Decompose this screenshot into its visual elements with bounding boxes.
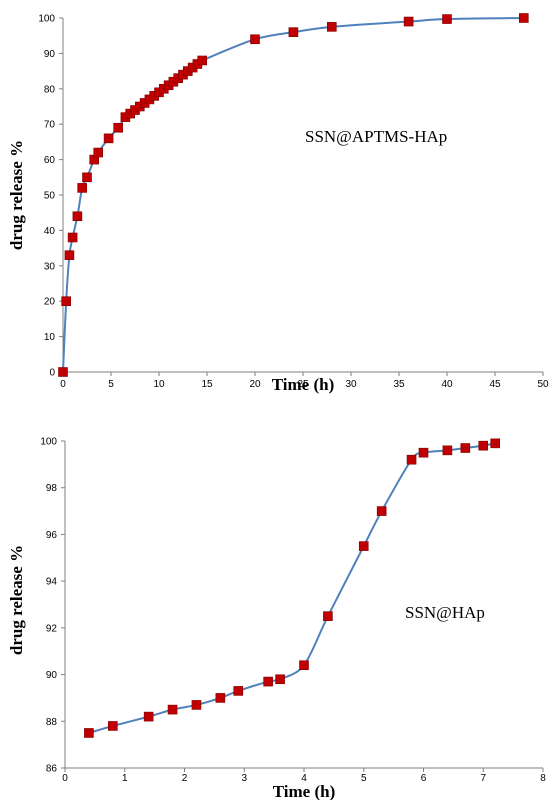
data-point-marker xyxy=(442,14,452,24)
y-tick-label: 100 xyxy=(40,437,57,448)
y-tick-label: 30 xyxy=(44,261,56,272)
x-tick-label: 3 xyxy=(241,773,247,784)
data-point-marker xyxy=(418,447,429,458)
data-point-marker xyxy=(82,172,92,183)
x-tick-label: 40 xyxy=(441,379,453,390)
data-point-marker xyxy=(58,367,68,377)
x-tick-label: 25 xyxy=(297,379,309,390)
data-point-marker xyxy=(84,728,94,738)
x-axis-title: Time (h) xyxy=(273,782,336,800)
data-point-marker xyxy=(61,296,71,307)
data-point-marker xyxy=(299,660,309,671)
data-point-marker xyxy=(518,13,529,23)
data-point-marker xyxy=(442,445,453,456)
data-point-marker xyxy=(64,250,75,260)
y-tick-label: 50 xyxy=(44,191,56,202)
chart-annotation: SSN@HAp xyxy=(405,603,485,622)
data-point-marker xyxy=(233,686,244,696)
data-point-marker xyxy=(197,55,207,66)
chart-annotation: SSN@APTMS-HAp xyxy=(305,127,447,146)
y-tick-label: 40 xyxy=(44,226,56,237)
y-tick-label: 0 xyxy=(49,368,55,379)
chart-2: 86 88 90 92 94 96 98 100 0 1 2 3 4 5 6 7 8 Time (h) drug r… xyxy=(7,437,546,800)
x-tick-label: 0 xyxy=(60,379,66,390)
data-point-marker xyxy=(67,232,78,243)
x-tick-label: 10 xyxy=(153,379,165,390)
series-line xyxy=(62,17,524,373)
y-tick-label: 90 xyxy=(46,670,58,681)
data-point-marker xyxy=(143,711,154,722)
data-point-marker xyxy=(77,183,87,193)
x-tick-label: 8 xyxy=(540,773,546,784)
x-tick-label: 5 xyxy=(108,379,114,390)
y-tick-label: 94 xyxy=(46,577,58,588)
x-tick-label: 30 xyxy=(345,379,357,390)
x-tick-label: 20 xyxy=(249,379,261,390)
data-point-marker xyxy=(215,693,226,703)
y-tick-label: 60 xyxy=(44,155,56,166)
x-tick-label: 4 xyxy=(301,773,307,784)
y-tick-label: 70 xyxy=(44,120,56,131)
data-point-marker xyxy=(376,506,387,516)
x-tick-label: 15 xyxy=(201,379,213,390)
data-point-marker xyxy=(358,541,369,551)
y-tick-label: 88 xyxy=(46,717,58,728)
x-tick-label: 7 xyxy=(480,773,486,784)
data-point-marker xyxy=(460,443,471,453)
data-point-marker xyxy=(403,16,414,27)
data-point-marker xyxy=(263,676,273,687)
data-point-marker xyxy=(406,454,417,465)
x-tick-label: 0 xyxy=(62,773,68,784)
x-tick-label: 35 xyxy=(393,379,405,390)
x-tick-label: 2 xyxy=(182,773,188,784)
x-tick-label: 5 xyxy=(361,773,367,784)
x-tick-label: 45 xyxy=(489,379,501,390)
y-tick-label: 90 xyxy=(44,49,56,60)
x-tick-label: 50 xyxy=(537,379,549,390)
data-point-marker xyxy=(72,211,83,222)
y-axis-title: drug release % xyxy=(7,140,26,250)
y-axis-title: drug release % xyxy=(7,545,26,655)
y-tick-label: 20 xyxy=(44,297,56,308)
y-tick-label: 92 xyxy=(46,623,58,634)
data-point-marker xyxy=(275,674,285,685)
data-point-marker xyxy=(191,700,202,710)
x-tick-label: 1 xyxy=(122,773,128,784)
data-point-marker xyxy=(113,122,123,133)
x-tick-label: 6 xyxy=(421,773,427,784)
y-tick-label: 80 xyxy=(44,84,56,95)
y-tick-label: 10 xyxy=(44,332,56,343)
series-line xyxy=(88,442,496,734)
data-point-marker xyxy=(108,721,118,731)
y-tick-label: 96 xyxy=(46,530,58,541)
data-point-marker xyxy=(167,704,178,715)
data-point-marker xyxy=(250,34,260,45)
data-point-marker xyxy=(490,438,501,449)
y-tick-label: 98 xyxy=(46,483,58,494)
x-axis-title: Time (h) xyxy=(272,375,335,394)
data-point-marker xyxy=(323,611,333,621)
data-point-marker xyxy=(478,440,489,451)
data-point-marker xyxy=(288,27,299,37)
y-tick-label: 100 xyxy=(38,14,55,25)
chart-1: 0 10 20 30 40 50 60 70 80 90 100 0 5 10 15 20 25 30 35 40 45… xyxy=(7,13,549,394)
data-point-marker xyxy=(326,22,337,32)
data-point-marker xyxy=(103,133,114,144)
y-tick-label: 86 xyxy=(46,764,58,775)
data-point-marker xyxy=(93,147,104,158)
